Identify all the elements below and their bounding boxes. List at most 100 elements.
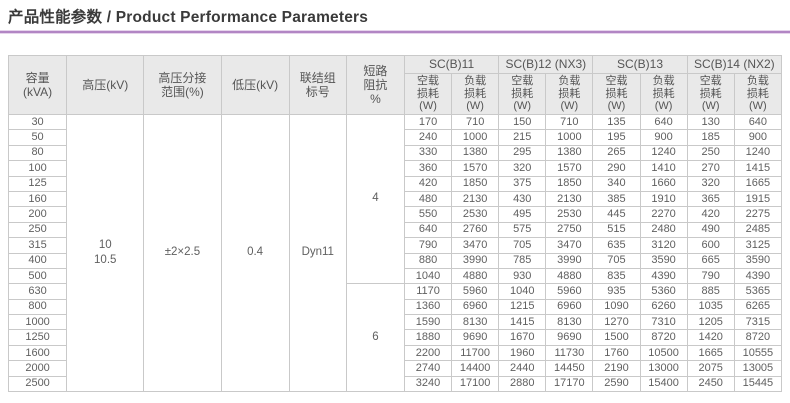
loss-value-cell: 2485 xyxy=(733,221,783,239)
loss-value-cell: 2530 xyxy=(545,206,594,223)
loss-value-cell: 1360 xyxy=(403,298,453,316)
table-row: 1000 1590 8130 1415 8130 1270 7310 1205 7315 xyxy=(7,314,783,331)
loss-value-cell: 1415 xyxy=(498,314,547,331)
loss-value-cell: 1910 xyxy=(639,190,688,208)
loss-value-cell: 1270 xyxy=(592,314,641,331)
loss-value-cell: 2190 xyxy=(592,360,641,377)
table-body: 30 10 10.5 ±2×2.5 0.4 Dyn11 4 170 710 150 710 135 6… xyxy=(7,113,783,393)
loss-value-cell: 550 xyxy=(403,206,453,223)
loss-value-cell: 295 xyxy=(498,144,547,162)
table-row: 400 880 3990 785 3990 705 3590 665 3590 xyxy=(7,252,783,269)
capacity-cell: 400 xyxy=(7,252,68,269)
performance-table: 容量 (kVA) 高压(kV) 高压分接 范围(%) 低压(kV) 联结组 标号… xyxy=(7,55,783,393)
loss-value-cell: 1380 xyxy=(545,144,594,162)
impedance-value-cell: 4 xyxy=(345,113,405,285)
load-loss-header: 负载 损耗 (W) xyxy=(451,73,500,115)
loss-value-cell: 420 xyxy=(403,175,453,192)
loss-value-cell: 7310 xyxy=(639,314,688,331)
loss-value-cell: 5360 xyxy=(639,283,688,300)
loss-value-cell: 1040 xyxy=(403,267,453,285)
loss-value-cell: 1660 xyxy=(639,175,688,192)
loss-value-cell: 640 xyxy=(733,113,783,131)
capacity-cell: 500 xyxy=(7,267,68,285)
loss-value-cell: 1570 xyxy=(451,160,500,177)
loss-value-cell: 290 xyxy=(592,160,641,177)
impedance-header: 短路 阻抗 % xyxy=(345,55,405,115)
loss-value-cell: 170 xyxy=(403,113,453,131)
capacity-cell: 1250 xyxy=(7,329,68,346)
loss-value-cell: 320 xyxy=(686,175,735,192)
loss-value-cell: 330 xyxy=(403,144,453,162)
loss-value-cell: 7315 xyxy=(733,314,783,331)
group-header-scb12: SC(B)12 (NX3) xyxy=(498,55,594,74)
loss-value-cell: 1035 xyxy=(686,298,735,316)
loss-value-cell: 785 xyxy=(498,252,547,269)
loss-value-cell: 1570 xyxy=(545,160,594,177)
group-header-scb11: SC(B)11 xyxy=(403,55,500,74)
loss-value-cell: 14400 xyxy=(451,360,500,377)
title-underline xyxy=(0,31,790,33)
capacity-cell: 250 xyxy=(7,221,68,239)
loss-value-cell: 935 xyxy=(592,283,641,300)
group-header-scb14: SC(B)14 (NX2) xyxy=(686,55,783,74)
loss-value-cell: 17100 xyxy=(451,375,500,393)
loss-value-cell: 9690 xyxy=(545,329,594,346)
loss-value-cell: 445 xyxy=(592,206,641,223)
loss-value-cell: 15445 xyxy=(733,375,783,393)
impedance-value-cell: 6 xyxy=(345,283,405,393)
loss-value-cell: 2130 xyxy=(451,190,500,208)
loss-value-cell: 2130 xyxy=(545,190,594,208)
loss-value-cell: 665 xyxy=(686,252,735,269)
capacity-cell: 2500 xyxy=(7,375,68,393)
no-load-loss-header: 空载 损耗 (W) xyxy=(686,73,735,115)
loss-value-cell: 385 xyxy=(592,190,641,208)
loss-value-cell: 2880 xyxy=(498,375,547,393)
loss-value-cell: 4390 xyxy=(733,267,783,285)
loss-value-cell: 1760 xyxy=(592,344,641,362)
loss-value-cell: 635 xyxy=(592,237,641,254)
capacity-cell: 125 xyxy=(7,175,68,192)
loss-value-cell: 4880 xyxy=(451,267,500,285)
capacity-cell: 100 xyxy=(7,160,68,177)
loss-value-cell: 835 xyxy=(592,267,641,285)
loss-value-cell: 2440 xyxy=(498,360,547,377)
loss-value-cell: 13000 xyxy=(639,360,688,377)
no-load-loss-header: 空载 损耗 (W) xyxy=(592,73,641,115)
table-row: 2500 3240 17100 2880 17170 2590 15400 2450 15445 xyxy=(7,375,783,393)
loss-value-cell: 320 xyxy=(498,160,547,177)
loss-value-cell: 270 xyxy=(686,160,735,177)
loss-value-cell: 515 xyxy=(592,221,641,239)
loss-value-cell: 3590 xyxy=(639,252,688,269)
loss-value-cell: 1670 xyxy=(498,329,547,346)
loss-value-cell: 11730 xyxy=(545,344,594,362)
load-loss-header: 负载 损耗 (W) xyxy=(545,73,594,115)
capacity-header: 容量 (kVA) xyxy=(7,55,68,115)
loss-value-cell: 11700 xyxy=(451,344,500,362)
loss-value-cell: 240 xyxy=(403,129,453,146)
loss-value-cell: 1170 xyxy=(403,283,453,300)
table-row: 30 10 10.5 ±2×2.5 0.4 Dyn11 4 170 710 150 710 135 6… xyxy=(7,113,783,393)
loss-value-cell: 1665 xyxy=(733,175,783,192)
loss-value-cell: 3990 xyxy=(451,252,500,269)
loss-value-cell: 265 xyxy=(592,144,641,162)
no-load-loss-header: 空载 损耗 (W) xyxy=(498,73,547,115)
loss-value-cell: 2740 xyxy=(403,360,453,377)
table-row: 1600 2200 11700 1960 11730 1760 10500 1665 10555 xyxy=(7,344,783,362)
loss-value-cell: 2450 xyxy=(686,375,735,393)
vector-group-header: 联结组 标号 xyxy=(288,55,347,115)
loss-value-cell: 13005 xyxy=(733,360,783,377)
hv-header: 高压(kV) xyxy=(66,55,145,115)
loss-value-cell: 10500 xyxy=(639,344,688,362)
page-title: 产品性能参数 / Product Performance Parameters xyxy=(8,9,369,26)
loss-value-cell: 490 xyxy=(686,221,735,239)
loss-value-cell: 640 xyxy=(403,221,453,239)
loss-value-cell: 1205 xyxy=(686,314,735,331)
loss-value-cell: 1420 xyxy=(686,329,735,346)
vector-group-value-cell: Dyn11 xyxy=(288,113,347,393)
loss-value-cell: 185 xyxy=(686,129,735,146)
loss-value-cell: 1590 xyxy=(403,314,453,331)
hv-value-cell: 10 10.5 xyxy=(66,113,145,393)
load-loss-header: 负载 损耗 (W) xyxy=(639,73,688,115)
group-header-scb13: SC(B)13 xyxy=(592,55,688,74)
